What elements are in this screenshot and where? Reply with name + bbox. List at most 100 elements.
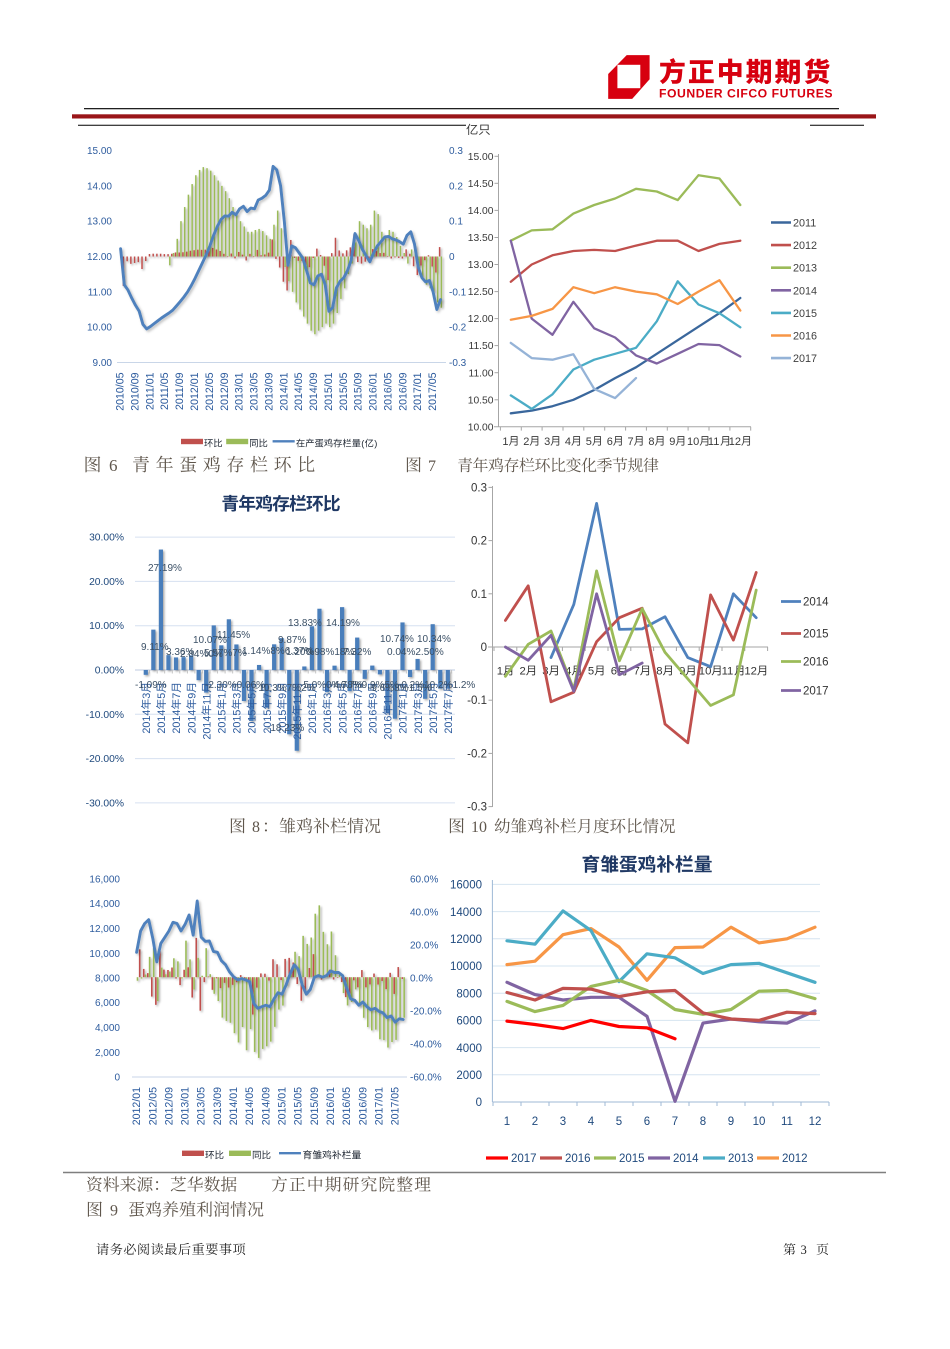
svg-text:0.3: 0.3 xyxy=(449,146,463,157)
svg-text:11: 11 xyxy=(781,1116,793,1128)
svg-text:9: 9 xyxy=(368,693,380,699)
svg-text:2: 2 xyxy=(523,436,529,448)
svg-text:8: 8 xyxy=(648,436,654,448)
svg-text:2: 2 xyxy=(532,1116,538,1128)
svg-text:7: 7 xyxy=(672,1116,678,1128)
svg-text:1: 1 xyxy=(217,693,229,699)
svg-text:11: 11 xyxy=(292,694,304,705)
svg-text:27.19%: 27.19% xyxy=(148,563,182,574)
svg-text:2016: 2016 xyxy=(793,331,817,343)
svg-text:11: 11 xyxy=(383,694,395,705)
svg-text:12000: 12000 xyxy=(450,934,482,946)
svg-text:4,000: 4,000 xyxy=(95,1023,120,1034)
svg-text:9: 9 xyxy=(669,436,675,448)
svg-text:20.00%: 20.00% xyxy=(89,577,124,588)
svg-text:10: 10 xyxy=(753,1116,766,1128)
svg-text:7: 7 xyxy=(628,436,634,448)
svg-text:5: 5 xyxy=(247,693,259,699)
svg-text:0.1: 0.1 xyxy=(449,217,463,228)
svg-text:11.50: 11.50 xyxy=(468,341,493,352)
svg-text:14.00: 14.00 xyxy=(87,181,112,192)
svg-text:2016: 2016 xyxy=(322,710,334,734)
svg-text:10.07%: 10.07% xyxy=(193,635,227,646)
svg-text:2000: 2000 xyxy=(456,1070,482,1082)
svg-text:10: 10 xyxy=(699,666,712,678)
svg-text:-9.6%8%1.5%: -9.6%8%1.5% xyxy=(368,683,431,694)
svg-text:2010/05: 2010/05 xyxy=(115,372,127,410)
svg-text:7: 7 xyxy=(171,693,183,699)
svg-text:2014: 2014 xyxy=(201,716,213,740)
svg-text:2016: 2016 xyxy=(383,716,395,740)
svg-text:2011/01: 2011/01 xyxy=(144,372,156,410)
svg-text:-10.00%: -10.00% xyxy=(86,710,124,721)
svg-text:2014: 2014 xyxy=(673,1153,699,1165)
svg-text:-4.78%9.9%5%: -4.78%9.9%5% xyxy=(330,680,399,691)
svg-text:2015: 2015 xyxy=(232,710,244,734)
svg-text:5: 5 xyxy=(586,436,592,448)
svg-text:2014/05: 2014/05 xyxy=(244,1087,256,1125)
svg-text:9.87%: 9.87% xyxy=(278,635,306,646)
svg-text:-0.3: -0.3 xyxy=(467,802,487,814)
svg-text:15.00: 15.00 xyxy=(468,152,494,163)
svg-text:2015/01: 2015/01 xyxy=(277,1087,289,1125)
svg-text:FOUNDER CIFCO FUTURES: FOUNDER CIFCO FUTURES xyxy=(659,87,833,101)
svg-text:3.36%: 3.36% xyxy=(166,647,194,658)
svg-text:3: 3 xyxy=(544,436,550,448)
svg-text:-0.2%10.2%1.2%: -0.2%10.2%1.2% xyxy=(398,680,475,691)
svg-text:1: 1 xyxy=(504,1116,510,1128)
svg-text:12: 12 xyxy=(809,1116,822,1128)
svg-text:12.00: 12.00 xyxy=(468,314,494,325)
svg-text:2016: 2016 xyxy=(337,710,349,734)
svg-text:12: 12 xyxy=(729,436,741,448)
svg-text:2015: 2015 xyxy=(262,710,274,734)
svg-text:0.98%18%: 0.98%18% xyxy=(306,647,354,658)
svg-text:13.00: 13.00 xyxy=(468,260,494,271)
svg-text:2017/05: 2017/05 xyxy=(427,372,439,410)
svg-text:2013/05: 2013/05 xyxy=(196,1087,208,1125)
svg-text:14.50: 14.50 xyxy=(468,179,494,190)
svg-text:-1.09%: -1.09% xyxy=(135,680,167,691)
svg-text:1.20%: 1.20% xyxy=(286,647,314,658)
svg-text:10.34%: 10.34% xyxy=(417,634,451,645)
svg-text:2013/09: 2013/09 xyxy=(212,1087,224,1125)
svg-text:2014: 2014 xyxy=(156,710,168,734)
svg-text:-30.00%: -30.00% xyxy=(86,798,124,809)
svg-text:60.0%: 60.0% xyxy=(410,875,438,886)
svg-text:2017: 2017 xyxy=(793,353,817,365)
svg-text:0.1: 0.1 xyxy=(471,589,487,601)
svg-text:2,000: 2,000 xyxy=(95,1048,120,1059)
svg-text:11.00: 11.00 xyxy=(88,287,113,298)
svg-text:7: 7 xyxy=(262,693,274,699)
svg-text:5: 5 xyxy=(588,666,594,678)
svg-text:9.00: 9.00 xyxy=(93,358,113,369)
svg-text:2012/01: 2012/01 xyxy=(131,1087,143,1125)
svg-text:0.2: 0.2 xyxy=(471,536,487,548)
svg-text:10.00%: 10.00% xyxy=(89,621,124,632)
svg-text:6,000: 6,000 xyxy=(95,998,120,1009)
svg-text:2016: 2016 xyxy=(803,657,829,669)
svg-text:13.83%: 13.83% xyxy=(288,618,322,629)
svg-text:2011/09: 2011/09 xyxy=(174,372,186,410)
svg-text:30.00%: 30.00% xyxy=(89,533,124,544)
svg-text:0: 0 xyxy=(476,1097,482,1109)
svg-text:1: 1 xyxy=(497,666,503,678)
svg-text:2016/01: 2016/01 xyxy=(325,1087,337,1125)
svg-text:16000: 16000 xyxy=(450,880,482,892)
svg-text:2016/05: 2016/05 xyxy=(382,372,394,410)
svg-text:10.74%: 10.74% xyxy=(380,634,414,645)
svg-text:-60.0%: -60.0% xyxy=(410,1073,442,1084)
svg-text:15.00: 15.00 xyxy=(87,146,112,157)
svg-text:2017/01: 2017/01 xyxy=(374,1087,386,1125)
svg-text:2012: 2012 xyxy=(782,1153,808,1165)
svg-text:4000: 4000 xyxy=(456,1043,482,1055)
svg-text:3: 3 xyxy=(232,693,244,699)
svg-text:2017: 2017 xyxy=(398,710,410,734)
svg-text:2013/09: 2013/09 xyxy=(263,372,275,410)
svg-text:-5.0%0%6.7%: -5.0%0%6.7% xyxy=(300,680,363,691)
svg-text:2017: 2017 xyxy=(428,710,440,734)
svg-text:2014: 2014 xyxy=(803,597,829,609)
svg-text:2014: 2014 xyxy=(186,710,198,734)
svg-text:2015/05: 2015/05 xyxy=(338,372,350,410)
svg-text:2016/09: 2016/09 xyxy=(397,372,409,410)
svg-text:2015: 2015 xyxy=(277,710,289,734)
